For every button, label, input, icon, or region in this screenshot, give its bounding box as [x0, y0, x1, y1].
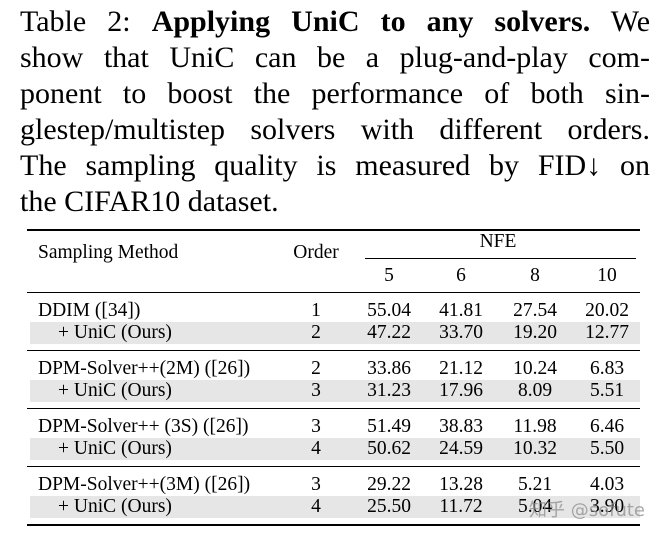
header-step: 6 [456, 265, 466, 286]
header-method: Sampling Method [38, 242, 179, 263]
method-cell: DDIM ([34]) [38, 300, 141, 321]
caption-line: glestep/multistep solvers with different… [20, 113, 650, 146]
fid-cell: 55.04 [367, 300, 411, 321]
method-cell: DPM-Solver++ (3S) ([26]) [38, 416, 249, 437]
header-step: 5 [384, 265, 394, 286]
caption-line: the CIFAR10 dataset. [20, 185, 279, 218]
fid-cell: 27.54 [513, 300, 557, 321]
row-shade [30, 322, 640, 344]
fid-cell: 10.24 [513, 358, 557, 379]
rule [27, 350, 640, 351]
fid-cell: 4.03 [589, 474, 625, 495]
fid-cell: 5.50 [589, 438, 625, 459]
order-cell: 3 [311, 416, 321, 437]
header-step: 8 [530, 265, 540, 286]
caption: Table 2: Applying UniC to any solvers. W… [20, 4, 650, 220]
fid-cell: 47.22 [367, 322, 411, 343]
fid-cell: 25.50 [367, 496, 411, 517]
fid-cell: 5.51 [589, 380, 625, 401]
header-step: 10 [597, 265, 617, 286]
rule [27, 524, 640, 526]
order-cell: 2 [311, 322, 321, 343]
fid-cell: 51.49 [367, 416, 411, 437]
fid-cell: 38.83 [439, 416, 483, 437]
fid-cell: 12.77 [585, 322, 629, 343]
fid-cell: 19.20 [513, 322, 557, 343]
fid-cell: 33.86 [367, 358, 411, 379]
rule [27, 229, 640, 231]
caption-bold: Applying UniC to any solvers. [151, 5, 591, 38]
fid-cell: 17.96 [439, 380, 483, 401]
fid-cell: 50.62 [367, 438, 411, 459]
fid-cell: 11.98 [513, 416, 557, 437]
method-cell: DPM-Solver++(2M) ([26]) [38, 358, 251, 379]
rule [27, 408, 640, 409]
order-cell: 3 [311, 474, 321, 495]
method-cell: + UniC (Ours) [58, 438, 172, 459]
order-cell: 3 [311, 380, 321, 401]
watermark: 知乎 @sofute [529, 500, 645, 521]
fid-cell: 6.46 [589, 416, 625, 437]
rule [27, 292, 640, 293]
fid-cell: 3.90 [589, 496, 625, 517]
order-cell: 2 [311, 358, 321, 379]
fid-cell: 29.22 [367, 474, 411, 495]
method-cell: + UniC (Ours) [58, 380, 172, 401]
rule [365, 258, 636, 259]
caption-text: We [610, 5, 651, 38]
order-cell: 1 [311, 300, 321, 321]
row-shade [30, 438, 640, 460]
order-cell: 4 [311, 496, 321, 517]
caption-label: Table 2: [20, 5, 131, 38]
fid-cell: 13.28 [439, 474, 483, 495]
order-cell: 4 [311, 438, 321, 459]
caption-line: Table 2: Applying UniC to any solvers. W… [20, 4, 650, 40]
fid-cell: 20.02 [585, 300, 629, 321]
fid-cell: 8.09 [517, 380, 553, 401]
method-cell: DPM-Solver++(3M) ([26]) [38, 474, 251, 495]
fid-cell: 5.21 [517, 474, 553, 495]
fid-cell: 33.70 [439, 322, 483, 343]
row-shade [30, 380, 640, 402]
rule [27, 466, 640, 467]
fid-cell: 10.32 [513, 438, 557, 459]
method-cell: + UniC (Ours) [58, 322, 172, 343]
header-nfe: NFE [479, 231, 517, 252]
fid-cell: 41.81 [439, 300, 483, 321]
fid-cell: 21.12 [439, 358, 483, 379]
header-order: Order [293, 242, 339, 263]
method-cell: + UniC (Ours) [58, 496, 172, 517]
caption-line: ponent to boost the performance of both … [20, 77, 650, 110]
fid-cell: 24.59 [439, 438, 483, 459]
row-shade [30, 496, 640, 518]
fid-cell: 6.83 [589, 358, 625, 379]
caption-line: The sampling quality is measured by FID↓… [20, 149, 650, 182]
caption-line: show that UniC can be a plug-and-play co… [20, 41, 650, 74]
fid-cell: 11.72 [439, 496, 483, 517]
fid-cell: 5.04 [517, 496, 553, 517]
fid-cell: 31.23 [367, 380, 411, 401]
